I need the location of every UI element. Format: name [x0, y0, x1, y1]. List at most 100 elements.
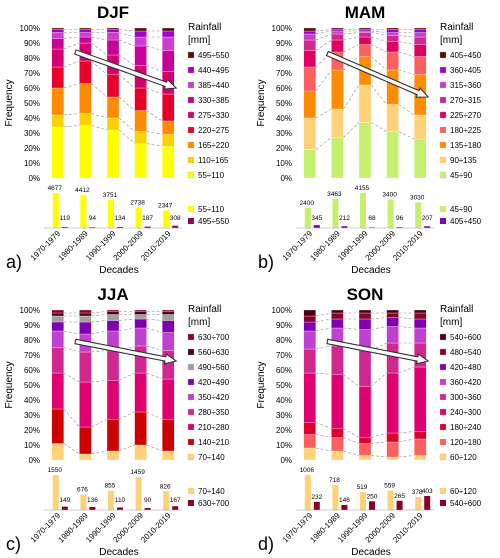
bar-segment-1: [386, 131, 399, 179]
bar-segment-1: [51, 126, 64, 179]
legend-swatch: [187, 66, 195, 74]
y-tick-label: 90%: [24, 39, 40, 48]
bar-segment-1: [79, 453, 92, 461]
connector-line: [370, 36, 387, 42]
count-bar-low: [360, 491, 366, 510]
bar-segment-1: [303, 149, 316, 179]
connector-line: [370, 122, 387, 132]
legend-swatch: [187, 96, 195, 104]
bar-segment-1: [358, 122, 372, 179]
count-bar-low: [80, 194, 87, 228]
count-label-high: 207: [422, 215, 433, 222]
connector-line: [146, 110, 163, 122]
bar-segment-8: [331, 29, 344, 32]
bar-segment-1: [106, 129, 120, 179]
count-label-high: 134: [115, 215, 126, 222]
count-bar-high: [144, 507, 151, 510]
count-bar-low: [332, 198, 339, 228]
count-label-low: 4677: [48, 185, 63, 192]
bar-segment-2: [106, 419, 120, 452]
bar-segment-9: [414, 309, 427, 314]
legend-label: 560÷630: [198, 348, 230, 357]
x-axis-label: Decades: [99, 547, 138, 558]
bar-segment-9: [79, 309, 92, 314]
bar-segment-2: [414, 114, 427, 140]
legend-label: 420÷480: [450, 363, 482, 372]
y-axis-label: Frequency: [256, 361, 267, 408]
count-bar-high: [172, 506, 179, 510]
connector-line: [118, 54, 135, 66]
count-legend-swatch: [440, 500, 446, 506]
bar-segment-6: [386, 326, 399, 344]
legend-label: 270÷315: [450, 96, 482, 105]
count-bar-low: [135, 477, 142, 510]
count-label-high: 308: [170, 215, 181, 222]
count-label-low: 378: [412, 489, 423, 496]
bar-segment-2: [134, 131, 147, 144]
bar-segment-3: [358, 437, 372, 444]
y-tick-label: 20%: [276, 426, 292, 435]
legend-label: 70÷140: [198, 453, 225, 462]
connector-line: [118, 29, 135, 32]
bar-segment-4: [386, 372, 399, 434]
bar-segment-4: [303, 66, 316, 92]
count-bar-high: [341, 504, 348, 510]
bar-segment-1: [386, 456, 399, 461]
count-label-high: 110: [115, 497, 126, 504]
bar-segment-2: [303, 434, 316, 449]
connector-line: [370, 30, 387, 33]
legend-label: 55÷110: [198, 171, 225, 180]
legend-label: 315÷360: [450, 81, 482, 90]
connector-line: [118, 318, 135, 321]
count-legend-swatch: [440, 218, 446, 224]
connector-line: [91, 419, 108, 428]
bar-segment-8: [162, 311, 175, 315]
y-tick-label: 80%: [276, 54, 292, 63]
bar-segment-2: [386, 104, 399, 132]
connector-line: [398, 41, 415, 45]
bar-segment-7: [358, 30, 372, 33]
connector-line: [370, 441, 387, 444]
bar-segment-9: [331, 309, 344, 314]
bar-segment-9: [358, 309, 372, 314]
y-tick-label: 10%: [276, 441, 292, 450]
bar-segment-5: [331, 345, 344, 375]
count-label-low: 559: [384, 483, 395, 490]
bar-segment-4: [162, 93, 175, 122]
connector-line: [146, 65, 163, 72]
count-label-low: 3751: [103, 192, 118, 199]
bar-segment-7: [106, 32, 120, 41]
y-tick-label: 40%: [276, 114, 292, 123]
bar-segment-7: [386, 317, 399, 327]
legend-label: 405÷450: [450, 51, 482, 60]
count-label-low: 2347: [158, 202, 173, 209]
connector-line: [118, 117, 135, 132]
connector-line: [370, 432, 387, 438]
legend-label: 630÷700: [198, 333, 230, 342]
count-bar-low: [360, 193, 366, 228]
bar-segment-1: [303, 447, 316, 461]
legend-swatch: [439, 66, 447, 74]
legend-swatch: [187, 111, 195, 119]
legend-swatch: [439, 126, 447, 134]
count-legend-label: 55÷110: [198, 205, 225, 214]
bar-segment-9: [162, 27, 175, 32]
connector-line: [118, 39, 135, 47]
y-tick-label: 30%: [276, 411, 292, 420]
connector-line: [118, 411, 135, 420]
y-tick-label: 90%: [276, 321, 292, 330]
connector-line: [63, 42, 80, 50]
count-label-low: 4155: [355, 185, 370, 192]
bar-segment-9: [162, 309, 175, 312]
bar-segment-1: [51, 443, 64, 461]
connector-line: [91, 42, 108, 56]
count-label-high: 212: [339, 215, 350, 222]
bar-segment-5: [414, 44, 427, 57]
bar-segment-1: [79, 125, 92, 179]
legend-label: 140÷210: [198, 438, 230, 447]
bar-segment-1: [106, 450, 120, 461]
connector-line: [63, 408, 80, 428]
bar-segment-2: [162, 134, 175, 147]
connector-line: [343, 374, 360, 387]
bar-segment-9: [51, 27, 64, 30]
